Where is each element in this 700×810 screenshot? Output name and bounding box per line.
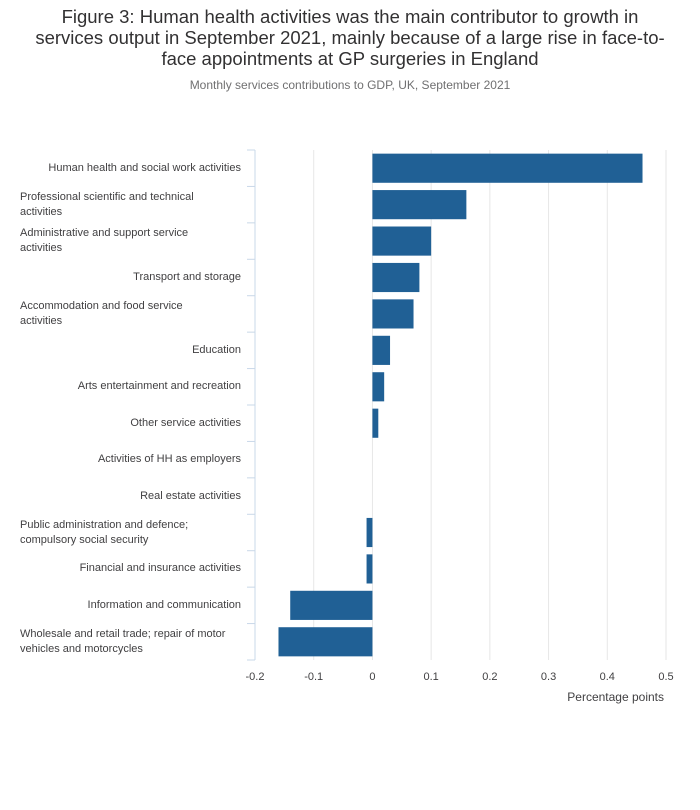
chart-title: Figure 3: Human health activities was th…	[35, 6, 665, 69]
category-label-line: Arts entertainment and recreation	[77, 380, 241, 393]
category-label-line: activities	[20, 205, 63, 218]
bar[interactable]	[372, 190, 467, 220]
bar[interactable]	[366, 517, 373, 548]
category-label-line: Information and communication	[87, 598, 241, 611]
category-label: Professional scientific and technical act…	[20, 190, 241, 220]
y-axis	[247, 149, 256, 661]
x-axis-label: Percentage points	[567, 690, 664, 704]
x-tick-label: -0.1	[304, 671, 323, 683]
bar[interactable]	[290, 590, 373, 620]
category-label-line: Human health and social work activities	[48, 161, 241, 174]
category-label-line: Public administration and defence;	[20, 518, 189, 531]
bar[interactable]	[278, 627, 373, 657]
x-tick-label: 0.2	[482, 671, 497, 683]
category-label-line: Professional scientific and technical	[20, 190, 194, 203]
category-label: Public administration and defence; compul…	[20, 518, 241, 548]
bar[interactable]	[372, 408, 379, 438]
category-label: Administrative and support service activi…	[20, 226, 241, 256]
category-label-line: Transport and storage	[133, 271, 241, 283]
category-label: Other service activities	[20, 416, 241, 431]
category-label: Wholesale and retail trade; repair of mo…	[20, 627, 241, 657]
category-label-line: vehicles and motorcycles	[20, 642, 143, 655]
category-label-line: compulsory social security	[20, 533, 149, 546]
category-label-line: Administrative and support service	[20, 227, 189, 240]
bar[interactable]	[372, 335, 391, 365]
category-label: Accommodation and food service activities	[20, 299, 241, 329]
category-label-line: Activities of HH as employers	[97, 453, 241, 466]
x-tick-label: 0.4	[600, 671, 615, 683]
category-label-line: Education	[192, 343, 241, 356]
category-label-line: Real estate activities	[140, 489, 241, 502]
x-axis-ticks: -0.2 -0.1 0 0.1 0.2 0.3 0.4 0.5	[246, 671, 674, 683]
category-label-line: Wholesale and retail trade; repair of mo…	[20, 627, 226, 640]
x-tick-label: 0.3	[541, 671, 556, 683]
category-label: Human health and social work activities	[20, 161, 241, 176]
bar[interactable]	[372, 299, 414, 329]
category-label: Activities of HH as employers	[20, 452, 241, 467]
category-label: Financial and insurance activities	[20, 561, 241, 576]
bar[interactable]	[366, 554, 373, 584]
category-label: Transport and storage	[20, 270, 241, 285]
category-label-line: Financial and insurance activities	[79, 562, 241, 575]
category-label: Arts entertainment and recreation	[20, 379, 241, 394]
x-tick-label: 0.5	[658, 671, 673, 683]
bar[interactable]	[372, 372, 385, 402]
x-tick-label: -0.2	[246, 671, 265, 683]
bars	[278, 153, 643, 657]
category-label: Education	[20, 343, 241, 358]
bar[interactable]	[372, 153, 643, 183]
x-tick-label: 0	[369, 671, 375, 683]
bar[interactable]	[372, 226, 432, 256]
chart-subtitle: Monthly services contributions to GDP, U…	[189, 78, 511, 92]
category-label-line: Accommodation and food service	[20, 299, 183, 312]
category-label: Real estate activities	[20, 489, 241, 504]
category-label-line: Other service activities	[130, 416, 241, 429]
x-tick-label: 0.1	[423, 671, 438, 683]
category-label-line: activities	[20, 314, 63, 327]
bar[interactable]	[372, 262, 420, 293]
category-label-line: activities	[20, 242, 63, 255]
category-label: Information and communication	[20, 598, 241, 613]
